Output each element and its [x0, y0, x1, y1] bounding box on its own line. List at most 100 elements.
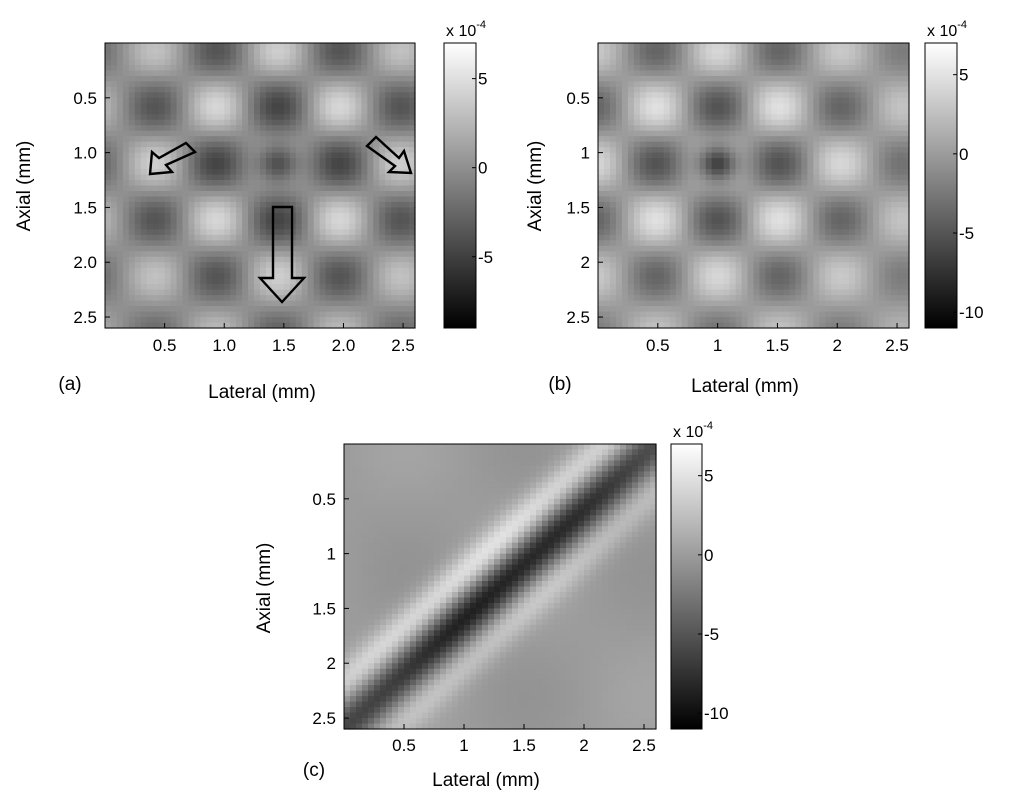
heatmap-cell [105, 213, 112, 219]
heatmap-cell [230, 218, 237, 224]
heatmap-cell [188, 109, 195, 115]
heatmap-cell [640, 290, 647, 296]
heatmap-cell [230, 103, 237, 109]
heatmap-cell [260, 92, 267, 98]
heatmap-cell [320, 164, 327, 170]
heatmap-cell [610, 213, 617, 219]
heatmap-cell [640, 186, 647, 192]
heatmap-cell [694, 59, 701, 65]
heatmap-cell [795, 196, 802, 202]
heatmap-cell [670, 246, 677, 252]
heatmap-cell [284, 257, 291, 263]
heatmap-cell [117, 114, 124, 120]
heatmap-cell [777, 120, 784, 126]
heatmap-cell [266, 262, 273, 268]
heatmap-cell [308, 142, 315, 148]
heatmap-cell [338, 70, 345, 76]
heatmap-cell [604, 48, 611, 54]
heatmap-cell [783, 70, 790, 76]
heatmap-cell [658, 81, 665, 87]
heatmap-cell [111, 196, 118, 202]
heatmap-cell [320, 229, 327, 235]
heatmap-cell [742, 109, 749, 115]
heatmap-cell [777, 164, 784, 170]
heatmap-cell [622, 125, 629, 131]
heatmap-cell [754, 76, 761, 82]
heatmap-cell [640, 262, 647, 268]
heatmap-cell [616, 235, 623, 241]
heatmap-cell [831, 218, 838, 224]
heatmap-cell [367, 224, 374, 230]
heatmap-cell [385, 317, 392, 323]
heatmap-cell [604, 262, 611, 268]
heatmap-cell [765, 158, 772, 164]
heatmap-cell [682, 92, 689, 98]
heatmap-cell [153, 284, 160, 290]
heatmap-cell [658, 257, 665, 263]
heatmap-cell [284, 180, 291, 186]
heatmap-cell [628, 103, 635, 109]
heatmap-cell [284, 147, 291, 153]
heatmap-cell [153, 246, 160, 252]
heatmap-cell [403, 268, 410, 274]
heatmap-cell [813, 317, 820, 323]
heatmap-cell [171, 70, 178, 76]
heatmap-cell [111, 186, 118, 192]
heatmap-cell [825, 279, 832, 285]
heatmap-cell [748, 279, 755, 285]
heatmap-cell [664, 235, 671, 241]
heatmap-cell [332, 65, 339, 71]
heatmap-cell [314, 257, 321, 263]
heatmap-cell [361, 312, 368, 318]
heatmap-cell [771, 180, 778, 186]
heatmap-cell [598, 295, 605, 301]
heatmap-cell [610, 251, 617, 257]
heatmap-cell [724, 158, 731, 164]
heatmap-cell [224, 268, 231, 274]
heatmap-cell [117, 312, 124, 318]
heatmap-cell [296, 268, 303, 274]
heatmap-cell [361, 295, 368, 301]
heatmap-cell [183, 218, 190, 224]
heatmap-cell [831, 268, 838, 274]
heatmap-cell [754, 92, 761, 98]
heatmap-cell [248, 136, 255, 142]
heatmap-cell [296, 76, 303, 82]
heatmap-cell [188, 125, 195, 131]
heatmap-cell [153, 317, 160, 323]
heatmap-cell [171, 136, 178, 142]
heatmap-cell [670, 213, 677, 219]
heatmap-cell [338, 191, 345, 197]
heatmap-cell [355, 251, 362, 257]
heatmap-cell [837, 109, 844, 115]
heatmap-cell [718, 98, 725, 104]
heatmap-cell [200, 59, 207, 65]
heatmap-cell [200, 153, 207, 159]
heatmap-cell [230, 114, 237, 120]
heatmap-cell [813, 81, 820, 87]
heatmap-cell [682, 229, 689, 235]
heatmap-cell [652, 229, 659, 235]
heatmap-cell [194, 76, 201, 82]
heatmap-cell [748, 229, 755, 235]
heatmap-cell [123, 240, 130, 246]
heatmap-cell [367, 301, 374, 307]
heatmap-cell [736, 147, 743, 153]
heatmap-cell [694, 180, 701, 186]
heatmap-cell [748, 180, 755, 186]
heatmap-cell [111, 76, 118, 82]
heatmap-cell [855, 43, 862, 49]
heatmap-cell [598, 175, 605, 181]
heatmap-cell [604, 158, 611, 164]
heatmap-cell [224, 301, 231, 307]
heatmap-cell [700, 240, 707, 246]
heatmap-cell [849, 224, 856, 230]
heatmap-cell [730, 70, 737, 76]
heatmap-cell [361, 229, 368, 235]
heatmap-cell [248, 131, 255, 137]
heatmap-cell [759, 87, 766, 93]
heatmap-cell [302, 312, 309, 318]
heatmap-cell [254, 70, 261, 76]
heatmap-cell [604, 273, 611, 279]
